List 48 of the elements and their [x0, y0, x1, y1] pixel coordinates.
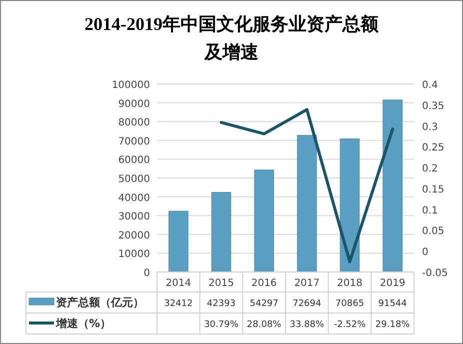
y-tick-label: 80000 — [118, 118, 150, 129]
y-tick-label: 60000 — [118, 155, 150, 166]
y2-tick-label: 0.35 — [422, 100, 444, 112]
data-label: 42393 — [206, 299, 236, 309]
x-tick-label: 2015 — [208, 278, 234, 289]
bar — [382, 100, 402, 272]
data-label: 54297 — [250, 299, 278, 309]
x-tick-label: 2019 — [380, 278, 406, 289]
legend-label: 增速（%） — [55, 317, 112, 330]
y-tick-label: 10000 — [118, 249, 150, 260]
y-tick-label: 20000 — [118, 230, 150, 242]
y-tick-label: 30000 — [118, 212, 150, 223]
data-label: 91544 — [378, 299, 408, 309]
bar — [168, 210, 188, 272]
y-tick-label: 70000 — [118, 136, 150, 148]
y2-tick-label: 0.4 — [422, 80, 438, 91]
y2-tick-label: 0.25 — [422, 142, 444, 154]
data-label: 33.88% — [290, 320, 325, 330]
bar — [254, 170, 274, 272]
data-label: 29.18% — [375, 320, 410, 330]
data-label: -2.52% — [334, 320, 366, 330]
y-tick-label: 0 — [144, 268, 150, 279]
x-tick-label: 2017 — [294, 278, 320, 289]
y2-tick-label: 0.15 — [422, 184, 444, 196]
data-label: 30.79% — [204, 320, 239, 330]
y-tick-label: 40000 — [118, 192, 150, 204]
line-series — [220, 108, 394, 264]
y2-tick-label: 0 — [422, 247, 428, 258]
y2-tick-label: 0.05 — [422, 226, 444, 238]
y-tick-label: 90000 — [118, 98, 150, 110]
y2-tick-label: 0.1 — [422, 205, 438, 216]
data-label: 32412 — [164, 299, 193, 309]
bar — [297, 135, 317, 272]
x-tick-label: 2016 — [251, 278, 277, 289]
y-tick-label: 100000 — [112, 80, 150, 91]
chart-title: 2014-2019年中国文化服务业资产总额及增速 — [84, 14, 380, 62]
x-tick-label: 2018 — [337, 278, 362, 289]
x-tick-label: 2014 — [166, 278, 192, 289]
data-label: 28.08% — [246, 320, 282, 330]
y2-tick-label: -0.05 — [422, 268, 448, 279]
y2-tick-label: 0.2 — [422, 164, 438, 175]
data-label: 70865 — [335, 299, 364, 309]
y2-tick-label: 0.3 — [422, 122, 438, 133]
legend-label: 资产总额（亿元） — [56, 296, 144, 309]
y-tick-label: 50000 — [118, 174, 150, 185]
bar — [211, 192, 232, 272]
data-label: 72694 — [292, 299, 322, 309]
bar — [340, 138, 360, 272]
